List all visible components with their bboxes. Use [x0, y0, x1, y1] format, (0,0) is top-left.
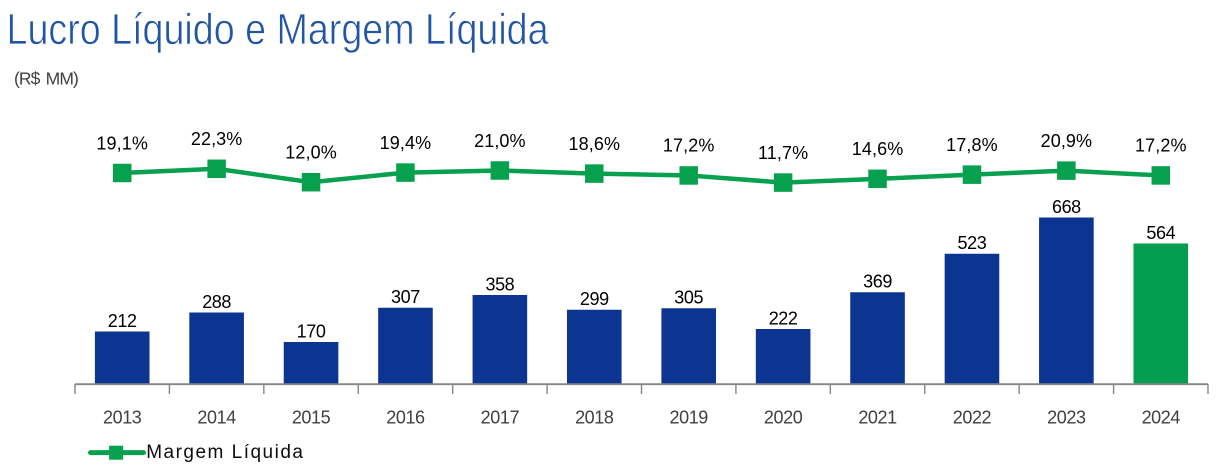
svg-text:2024: 2024: [1142, 408, 1181, 428]
svg-text:Lucro Líquido e Margem Líquida: Lucro Líquido e Margem Líquida: [7, 4, 549, 53]
svg-text:2018: 2018: [575, 408, 614, 428]
svg-text:19,4%: 19,4%: [380, 133, 432, 153]
svg-text:17,2%: 17,2%: [663, 136, 715, 156]
svg-text:17,8%: 17,8%: [946, 135, 998, 155]
svg-text:22,3%: 22,3%: [191, 129, 243, 149]
svg-text:358: 358: [485, 274, 514, 294]
svg-text:2023: 2023: [1047, 408, 1086, 428]
svg-text:21,0%: 21,0%: [474, 131, 526, 151]
svg-text:2015: 2015: [292, 408, 331, 428]
svg-text:(R$ MM): (R$ MM): [14, 69, 78, 89]
svg-text:18,6%: 18,6%: [569, 134, 621, 154]
svg-text:299: 299: [580, 289, 609, 309]
svg-text:222: 222: [769, 308, 798, 328]
svg-text:369: 369: [863, 272, 892, 292]
svg-text:20,9%: 20,9%: [1041, 131, 1093, 151]
svg-text:564: 564: [1146, 223, 1175, 243]
svg-text:14,6%: 14,6%: [852, 139, 904, 159]
svg-text:2022: 2022: [953, 408, 992, 428]
svg-text:170: 170: [297, 321, 326, 341]
svg-text:19,1%: 19,1%: [96, 133, 148, 153]
svg-text:2020: 2020: [764, 408, 803, 428]
svg-text:523: 523: [958, 233, 987, 253]
svg-text:17,2%: 17,2%: [1135, 136, 1187, 156]
svg-text:288: 288: [202, 292, 231, 312]
svg-text:2021: 2021: [858, 408, 897, 428]
svg-text:2017: 2017: [481, 408, 520, 428]
svg-text:212: 212: [108, 311, 137, 331]
svg-text:2019: 2019: [669, 408, 708, 428]
svg-text:12,0%: 12,0%: [285, 143, 337, 163]
svg-text:Margem Líquida: Margem Líquida: [146, 442, 304, 463]
svg-text:307: 307: [391, 287, 420, 307]
svg-text:11,7%: 11,7%: [758, 143, 808, 163]
svg-text:2013: 2013: [103, 408, 142, 428]
svg-text:2016: 2016: [386, 408, 425, 428]
svg-text:668: 668: [1052, 197, 1081, 217]
svg-text:305: 305: [674, 288, 703, 308]
svg-text:2014: 2014: [197, 408, 236, 428]
